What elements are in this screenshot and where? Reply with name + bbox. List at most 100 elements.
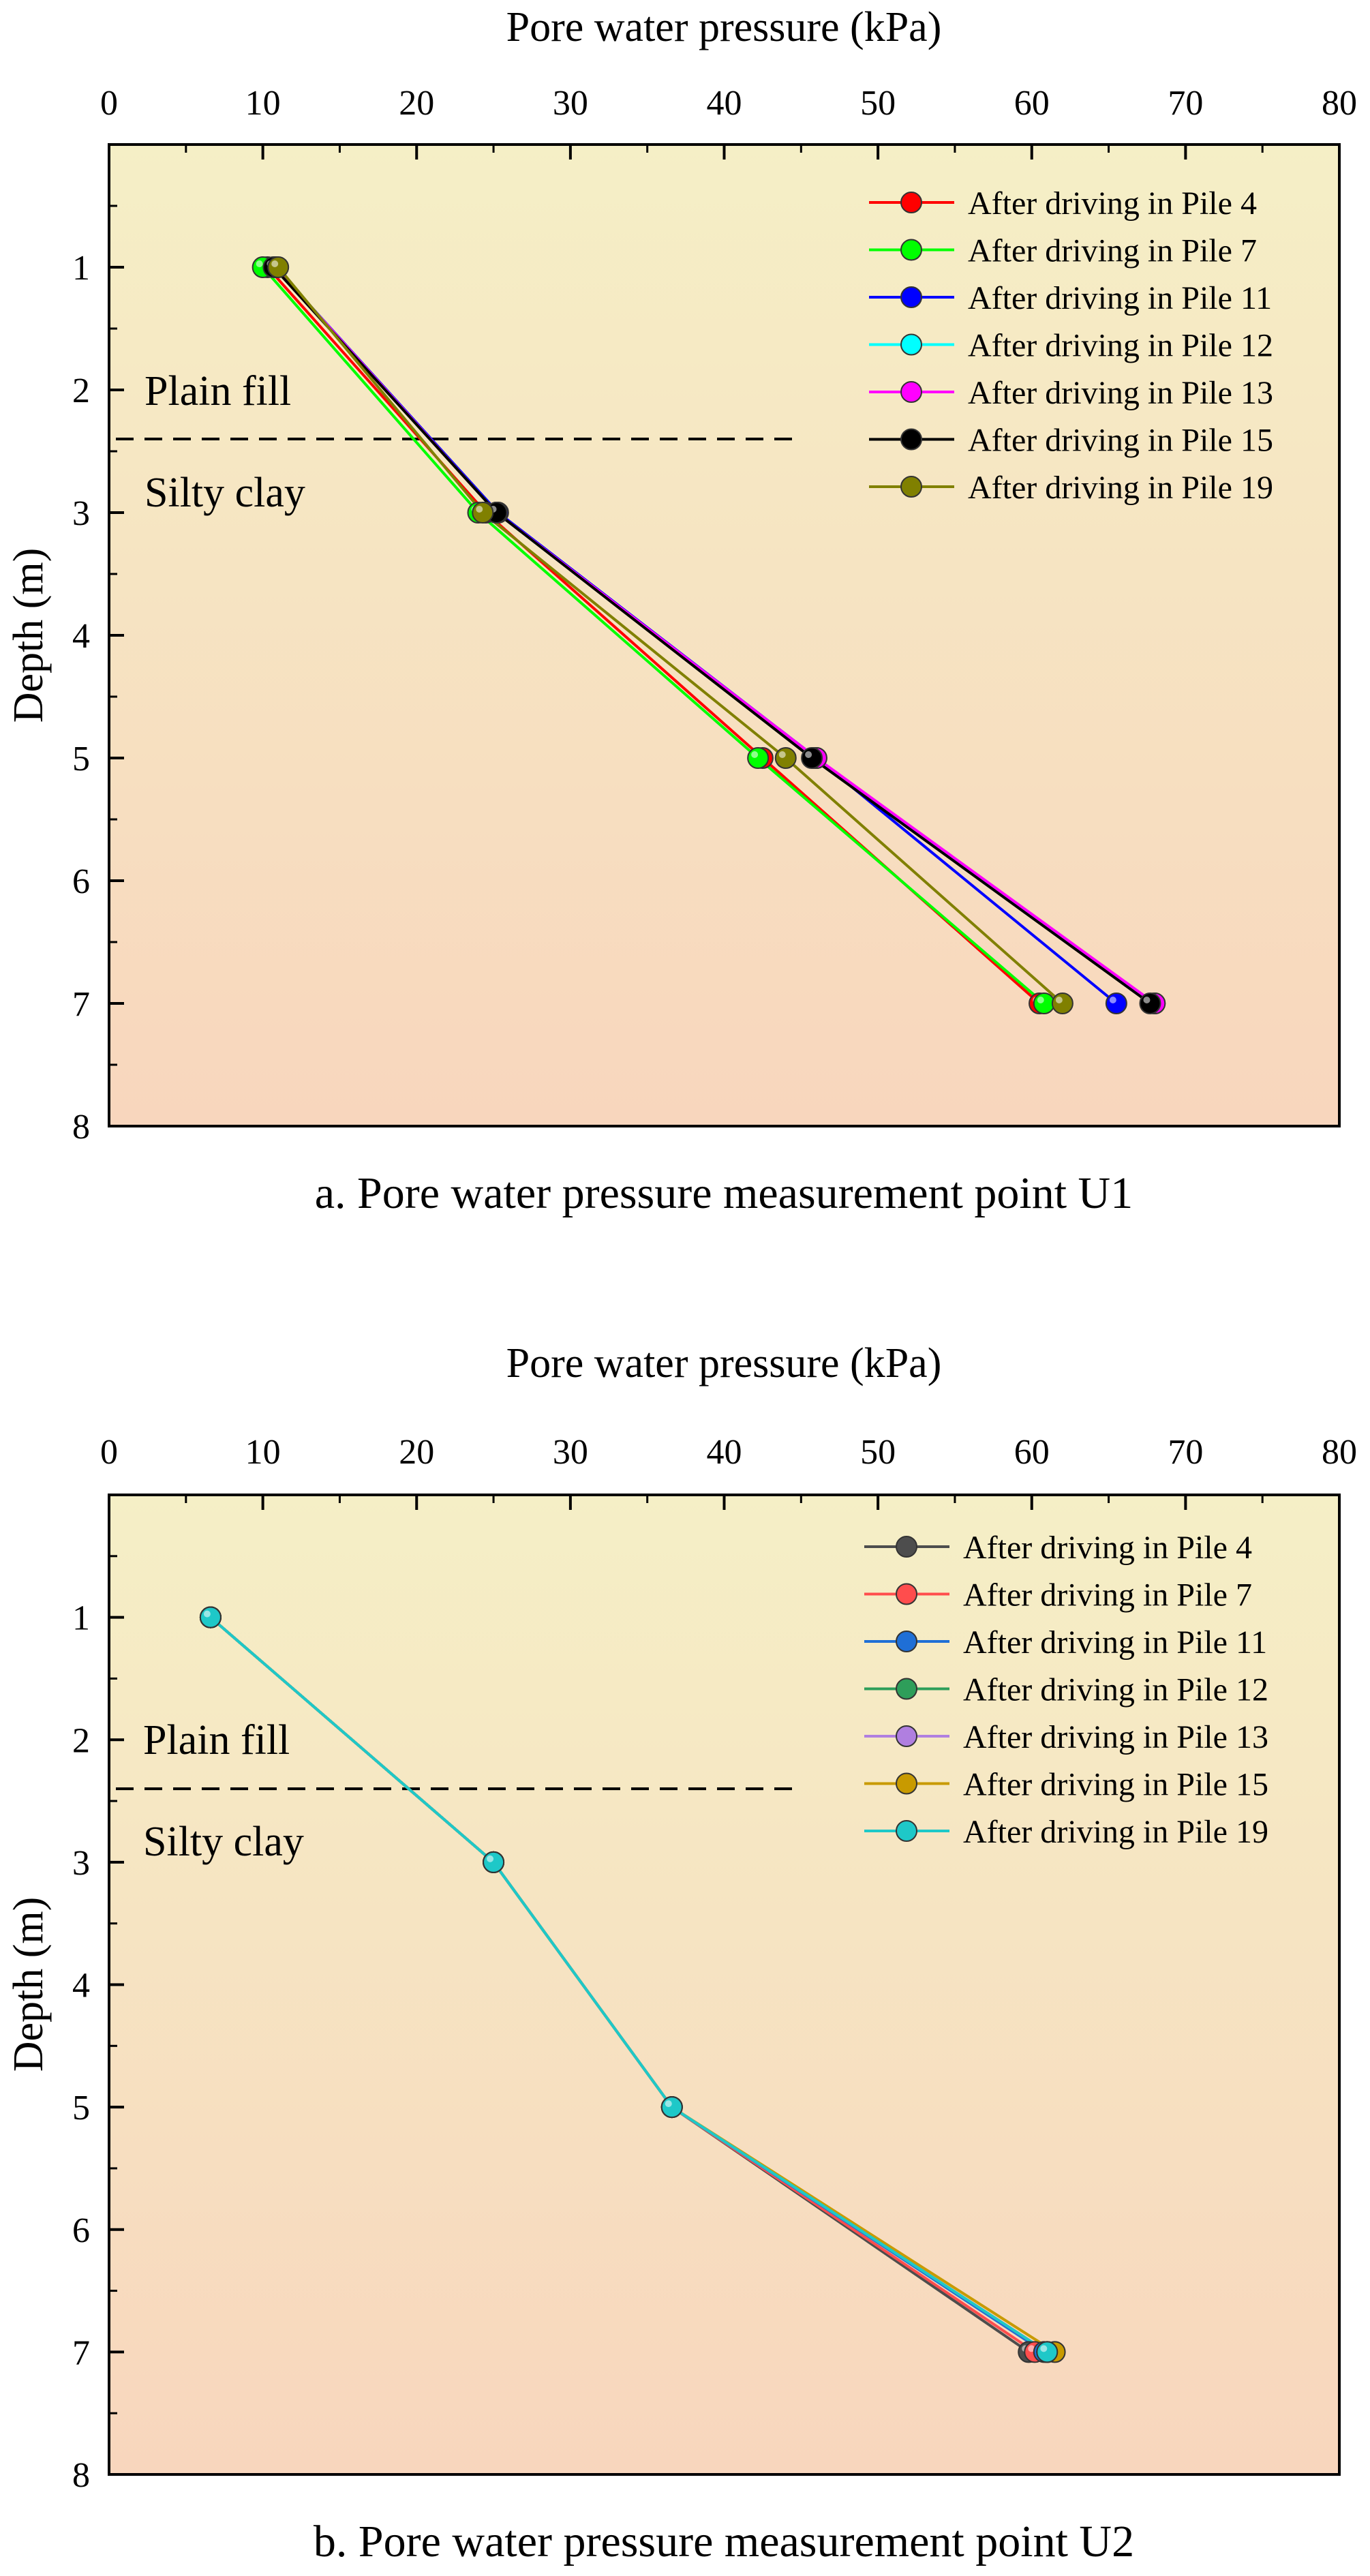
layer-label-plain-fill-u1: Plain fill: [144, 368, 291, 414]
y-tick-label-u2: 6: [72, 2211, 90, 2250]
y-tick-label-u2: 3: [72, 1844, 90, 1883]
x-tick-label-u2: 0: [100, 1433, 118, 1472]
x-tick-label-u2: 50: [860, 1433, 896, 1472]
x-axis-label-u2: Pore water pressure (kPa): [506, 1340, 942, 1387]
data-point-highlight-u2: [487, 1855, 494, 1862]
y-tick-label-u1: 1: [72, 249, 90, 288]
legend-label-after-driving-in-pile-11-u2: After driving in Pile 11: [963, 1624, 1267, 1661]
y-tick-label-u1: 8: [72, 1108, 90, 1147]
series-line-after-driving-in-pile-19-u1: [277, 266, 1064, 1005]
data-point-after-driving-in-pile-7-u1: [1033, 992, 1055, 1014]
y-tick-label-u1: 3: [72, 494, 90, 533]
data-point-highlight-u1: [476, 506, 483, 513]
legend-marker-after-driving-in-pile-13-u1: [900, 381, 922, 403]
data-point-highlight-u2: [665, 2100, 672, 2108]
x-tick-label-u1: 30: [553, 84, 588, 123]
legend-u1: After driving in Pile 4 After driving in …: [869, 185, 1273, 506]
series-line-after-driving-in-pile-19-u2: [209, 1616, 1048, 2354]
plot-area-u2: [108, 1494, 1341, 2476]
x-tick-label-u1: 40: [707, 84, 742, 123]
legend-marker-after-driving-in-pile-19-u2: [896, 1820, 917, 1842]
y-tick-label-u1: 2: [72, 372, 90, 410]
data-point-highlight-u1: [1143, 997, 1151, 1003]
data-point-after-driving-in-pile-15-u1: [1139, 992, 1161, 1014]
legend-label-after-driving-in-pile-12-u1: After driving in Pile 12: [968, 328, 1273, 364]
x-tick-label-u2: 70: [1168, 1433, 1203, 1472]
legend-marker-after-driving-in-pile-7-u1: [900, 239, 922, 261]
y-axis-label-u2: Depth (m): [5, 1897, 52, 2072]
series-line-after-driving-in-pile-7-u1: [262, 266, 1046, 1005]
chart-panel-u2: Pore water pressure (kPa) Depth (m) Plai…: [5, 1340, 1357, 2566]
data-point-after-driving-in-pile-19-u2: [199, 1606, 222, 1628]
data-point-after-driving-in-pile-19-u2: [483, 1851, 505, 1873]
data-point-highlight-u1: [1109, 997, 1116, 1003]
x-tick-label-u1: 20: [399, 84, 434, 123]
legend-label-after-driving-in-pile-4-u2: After driving in Pile 4: [963, 1530, 1252, 1566]
legend-label-after-driving-in-pile-4-u1: After driving in Pile 4: [968, 185, 1257, 222]
data-point-highlight-u2: [1028, 2345, 1035, 2352]
legend-label-after-driving-in-pile-19-u1: After driving in Pile 19: [968, 470, 1273, 506]
legend-marker-after-driving-in-pile-11-u1: [900, 286, 922, 308]
x-tick-label-u1: 70: [1168, 84, 1203, 123]
caption-u2: b. Pore water pressure measurement point…: [314, 2517, 1134, 2566]
x-tick-label-u2: 20: [399, 1433, 434, 1472]
x-tick-label-u2: 40: [707, 1433, 742, 1472]
x-tick-label-u2: 80: [1322, 1433, 1357, 1472]
legend-marker-after-driving-in-pile-13-u2: [896, 1725, 917, 1747]
data-point-highlight-u1: [1037, 997, 1044, 1003]
legend-label-after-driving-in-pile-13-u2: After driving in Pile 13: [963, 1719, 1268, 1755]
caption-u1: a. Pore water pressure measurement point…: [315, 1168, 1133, 1218]
x-tick-label-u1: 0: [100, 84, 118, 123]
data-point-after-driving-in-pile-19-u1: [267, 256, 290, 278]
x-tick-label-u2: 60: [1014, 1433, 1050, 1472]
y-tick-label-u2: 2: [72, 1721, 90, 1760]
layer-label-silty-clay-u1: Silty clay: [144, 470, 305, 516]
y-tick-label-u2: 4: [72, 1967, 90, 2005]
legend-marker-after-driving-in-pile-7-u2: [896, 1583, 917, 1605]
y-tick-label-u2: 1: [72, 1599, 90, 1638]
legend-u2: After driving in Pile 4 After driving in …: [864, 1530, 1268, 1850]
legend-marker-after-driving-in-pile-4-u2: [896, 1536, 917, 1558]
y-tick-label-u2: 5: [72, 2089, 90, 2127]
data-point-after-driving-in-pile-15-u1: [801, 747, 823, 769]
legend-label-after-driving-in-pile-7-u1: After driving in Pile 7: [968, 233, 1257, 269]
y-tick-label-u2: 8: [72, 2456, 90, 2495]
data-point-highlight-u1: [256, 260, 263, 267]
x-tick-label-u1: 50: [860, 84, 896, 123]
y-tick-label-u1: 7: [72, 985, 90, 1024]
data-point-highlight-u1: [751, 751, 759, 758]
x-tick-label-u1: 60: [1014, 84, 1050, 123]
legend-marker-after-driving-in-pile-11-u2: [896, 1631, 917, 1652]
legend-label-after-driving-in-pile-15-u1: After driving in Pile 15: [968, 423, 1273, 459]
data-point-highlight-u2: [1040, 2345, 1048, 2352]
legend-marker-after-driving-in-pile-12-u1: [900, 333, 922, 356]
y-tick-label-u1: 6: [72, 862, 90, 901]
legend-label-after-driving-in-pile-12-u2: After driving in Pile 12: [963, 1672, 1268, 1708]
legend-marker-after-driving-in-pile-15-u1: [900, 428, 922, 451]
series-line-after-driving-in-pile-15-u1: [272, 266, 1151, 1005]
data-point-after-driving-in-pile-19-u2: [660, 2096, 683, 2119]
legend-marker-after-driving-in-pile-19-u1: [900, 476, 922, 498]
x-axis-label-u1: Pore water pressure (kPa): [506, 4, 942, 50]
legend-marker-after-driving-in-pile-4-u1: [900, 192, 922, 213]
legend-label-after-driving-in-pile-15-u2: After driving in Pile 15: [963, 1767, 1268, 1803]
data-point-after-driving-in-pile-19-u1: [1051, 992, 1074, 1014]
legend-marker-after-driving-in-pile-15-u2: [896, 1772, 917, 1795]
legend-label-after-driving-in-pile-13-u1: After driving in Pile 13: [968, 375, 1273, 411]
legend-label-after-driving-in-pile-11-u1: After driving in Pile 11: [968, 280, 1272, 316]
data-point-after-driving-in-pile-19-u1: [472, 502, 494, 524]
chart-panel-u1: Pore water pressure (kPa) Depth (m) Plai…: [5, 4, 1357, 1218]
data-point-highlight-u1: [778, 751, 786, 758]
legend-label-after-driving-in-pile-7-u2: After driving in Pile 7: [963, 1577, 1252, 1613]
y-tick-label-u2: 7: [72, 2333, 90, 2372]
layer-label-silty-clay-u2: Silty clay: [143, 1819, 304, 1865]
layer-label-plain-fill-u2: Plain fill: [143, 1717, 290, 1763]
data-point-after-driving-in-pile-11-u1: [1105, 992, 1127, 1014]
series-lines-u1: [252, 256, 1166, 1014]
legend-label-after-driving-in-pile-19-u2: After driving in Pile 19: [963, 1814, 1268, 1850]
data-point-highlight-u1: [271, 260, 279, 267]
legend-marker-after-driving-in-pile-12-u2: [896, 1678, 917, 1700]
y-axis-label-u1: Depth (m): [5, 548, 52, 723]
data-point-highlight-u1: [805, 751, 812, 758]
